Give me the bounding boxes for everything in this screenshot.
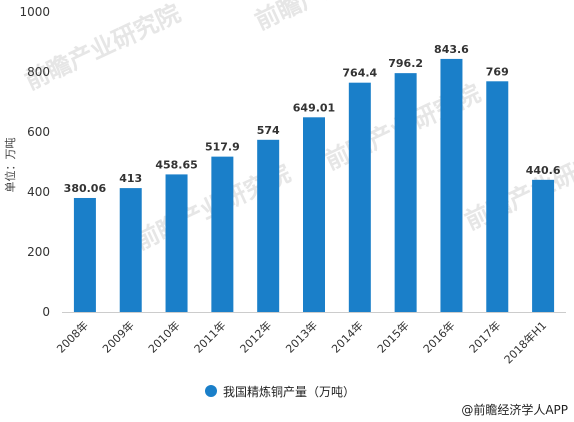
legend-label: 我国精炼铜产量（万吨）: [223, 384, 355, 399]
data-label: 649.01: [293, 101, 335, 114]
x-tick-label: 2012年: [237, 318, 274, 355]
bar: [303, 117, 325, 312]
y-tick-label: 200: [27, 245, 50, 259]
data-label: 380.06: [64, 182, 107, 195]
y-tick-label: 0: [42, 305, 50, 319]
data-label: 764.4: [342, 67, 377, 80]
bar: [532, 179, 555, 312]
data-label: 413: [119, 172, 142, 185]
y-tick-label: 600: [27, 125, 50, 139]
x-tick-label: 2010年: [145, 318, 182, 355]
bar: [119, 188, 142, 312]
y-axis-title: 单位：万吨: [3, 138, 17, 193]
x-tick-label: 2016年: [420, 318, 457, 355]
data-label: 769: [486, 65, 509, 78]
y-axis-ticks: 0 200 400 600 800 1000: [19, 5, 50, 319]
x-tick-label: 2018年H1: [501, 318, 549, 366]
x-tick-label: 2013年: [283, 318, 320, 355]
watermark-text: 前瞻产业研究院: [251, 0, 415, 35]
bar: [257, 139, 280, 312]
x-tick-label: 2015年: [374, 318, 411, 355]
bar: [211, 156, 234, 312]
x-tick-label: 2009年: [99, 318, 136, 355]
bars-group: 380.06 413 458.65 517.9 574 649.01 764.4 796.2 8…: [64, 43, 561, 313]
y-tick-label: 400: [27, 185, 50, 199]
x-axis-ticks: 2008年 2009年 2010年 2011年 2012年 2013年 2014年 2015年…: [54, 318, 550, 366]
bar: [394, 73, 417, 312]
x-tick-label: 2017年: [466, 318, 503, 355]
data-label: 796.2: [388, 57, 423, 70]
x-tick-label: 2014年: [328, 318, 365, 355]
bar: [348, 82, 371, 313]
x-tick-label: 2011年: [191, 318, 228, 355]
y-tick-label: 1000: [19, 5, 50, 19]
data-label: 458.65: [155, 158, 197, 171]
bar: [73, 197, 96, 312]
data-label: 517.9: [205, 141, 240, 154]
source-credit: @前瞻经济学人APP: [461, 402, 568, 417]
bar: [486, 81, 509, 312]
data-label: 574: [257, 124, 280, 137]
bar: [165, 174, 188, 312]
data-label: 843.6: [434, 43, 469, 56]
watermark-text: 前瞻产业研究院: [461, 139, 574, 235]
bar: [440, 58, 463, 312]
x-tick-label: 2008年: [54, 318, 91, 355]
legend: 我国精炼铜产量（万吨）: [205, 384, 355, 399]
y-tick-label: 800: [27, 65, 50, 79]
data-label: 440.6: [526, 164, 561, 177]
legend-marker: [205, 385, 217, 397]
